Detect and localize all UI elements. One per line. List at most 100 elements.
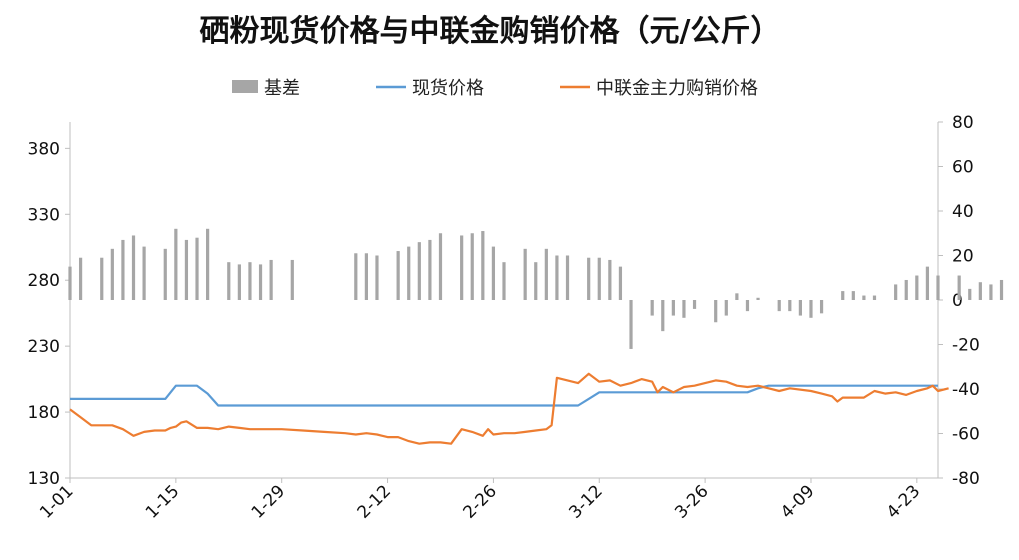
basis-bar: [110, 248, 114, 300]
basis-bar: [417, 242, 421, 300]
left-tick-label: 130: [28, 469, 60, 489]
basis-bar: [396, 251, 400, 300]
basis-bar: [354, 253, 358, 300]
basis-bar: [491, 246, 496, 300]
basis-bar: [915, 275, 919, 300]
basis-bar: [650, 300, 654, 316]
x-tick-label: 4-23: [883, 481, 924, 522]
basis-bar: [745, 300, 750, 312]
basis-bar: [269, 259, 273, 300]
basis-bar: [100, 257, 104, 300]
basis-bar: [502, 262, 506, 300]
basis-bar: [481, 231, 485, 300]
basis-bar: [777, 300, 781, 312]
basis-bar: [565, 255, 570, 300]
basis-bar: [735, 293, 739, 300]
basis-bar: [904, 279, 908, 300]
basis-bar: [957, 275, 961, 300]
basis-bar: [872, 295, 877, 300]
basis-bar: [290, 259, 294, 300]
right-tick-label: 40: [952, 202, 974, 222]
left-tick-label: 280: [28, 271, 60, 291]
basis-bar: [258, 264, 263, 300]
left-tick-label: 230: [28, 337, 60, 357]
basis-bar: [682, 300, 686, 318]
basis-bar: [407, 246, 411, 300]
x-tick-label: 4-09: [777, 481, 818, 522]
left-tick-label: 330: [28, 205, 60, 225]
basis-bar: [862, 295, 866, 300]
basis-bar: [195, 237, 199, 300]
basis-bar: [968, 288, 972, 300]
legend-label-zlj: 中联金主力购销价格: [596, 78, 758, 99]
x-tick-label: 3-26: [671, 481, 712, 522]
legend-label-spot: 现货价格: [412, 78, 484, 99]
right-tick-label: 60: [952, 158, 974, 178]
basis-bar: [989, 284, 993, 300]
basis-bar: [206, 228, 210, 300]
basis-bar: [438, 233, 443, 300]
basis-bar: [661, 300, 665, 332]
right-tick-label: -60: [952, 425, 980, 445]
left-tick-label: 180: [28, 403, 60, 423]
basis-bar: [999, 279, 1004, 300]
basis-bar: [428, 239, 432, 300]
basis-bar: [608, 259, 612, 300]
basis-bar: [364, 253, 368, 300]
right-tick-label: -80: [952, 469, 980, 489]
basis-bar: [555, 255, 559, 300]
basis-bar: [142, 246, 146, 300]
basis-bar: [629, 300, 633, 349]
basis-bar: [121, 239, 125, 300]
basis-bar: [68, 266, 72, 300]
basis-bar: [470, 233, 474, 300]
basis-bar: [227, 262, 231, 300]
basis-bar: [78, 257, 83, 300]
basis-bar: [174, 228, 178, 300]
right-tick-label: 80: [952, 113, 974, 133]
right-tick-label: 20: [952, 247, 974, 267]
basis-bar: [671, 300, 675, 316]
legend-label-basis: 基差: [264, 78, 300, 99]
x-tick-label: 1-15: [142, 481, 183, 522]
spot-price-line: [70, 384, 938, 407]
chart-title: 硒粉现货价格与中联金购销价格（元/公斤）: [199, 14, 781, 49]
x-tick-label: 2-12: [354, 481, 395, 522]
basis-bar: [788, 300, 792, 312]
basis-bar: [375, 255, 379, 300]
basis-bar: [798, 300, 802, 316]
zhonglianjin-price-line: [69, 372, 949, 445]
basis-bar: [841, 291, 845, 300]
basis-bar: [756, 297, 760, 300]
legend-swatch-basis: [232, 80, 258, 93]
basis-bar: [692, 300, 697, 309]
basis-bar: [851, 291, 855, 300]
basis-bar: [978, 282, 982, 300]
basis-bar: [618, 266, 623, 300]
basis-bar: [894, 284, 898, 300]
x-tick-label: 1-29: [248, 481, 289, 522]
basis-bar: [587, 257, 591, 300]
basis-bar: [184, 239, 189, 300]
basis-bar: [544, 248, 548, 300]
basis-bar: [534, 262, 538, 300]
basis-bar: [248, 262, 252, 300]
right-tick-label: -40: [952, 380, 980, 400]
basis-bar: [237, 264, 241, 300]
basis-bar: [936, 275, 940, 300]
x-tick-label: 3-12: [565, 481, 606, 522]
left-tick-label: 380: [28, 139, 60, 159]
right-tick-label: -20: [952, 336, 980, 356]
basis-bar: [925, 266, 930, 300]
basis-bar: [724, 300, 728, 316]
basis-bar: [597, 257, 601, 300]
basis-bar: [714, 300, 718, 323]
x-tick-label: 2-26: [460, 481, 501, 522]
basis-bar: [819, 300, 824, 314]
basis-bar: [131, 235, 136, 300]
basis-bar: [523, 248, 527, 300]
basis-bar: [460, 235, 464, 300]
basis-bar: [809, 300, 813, 318]
